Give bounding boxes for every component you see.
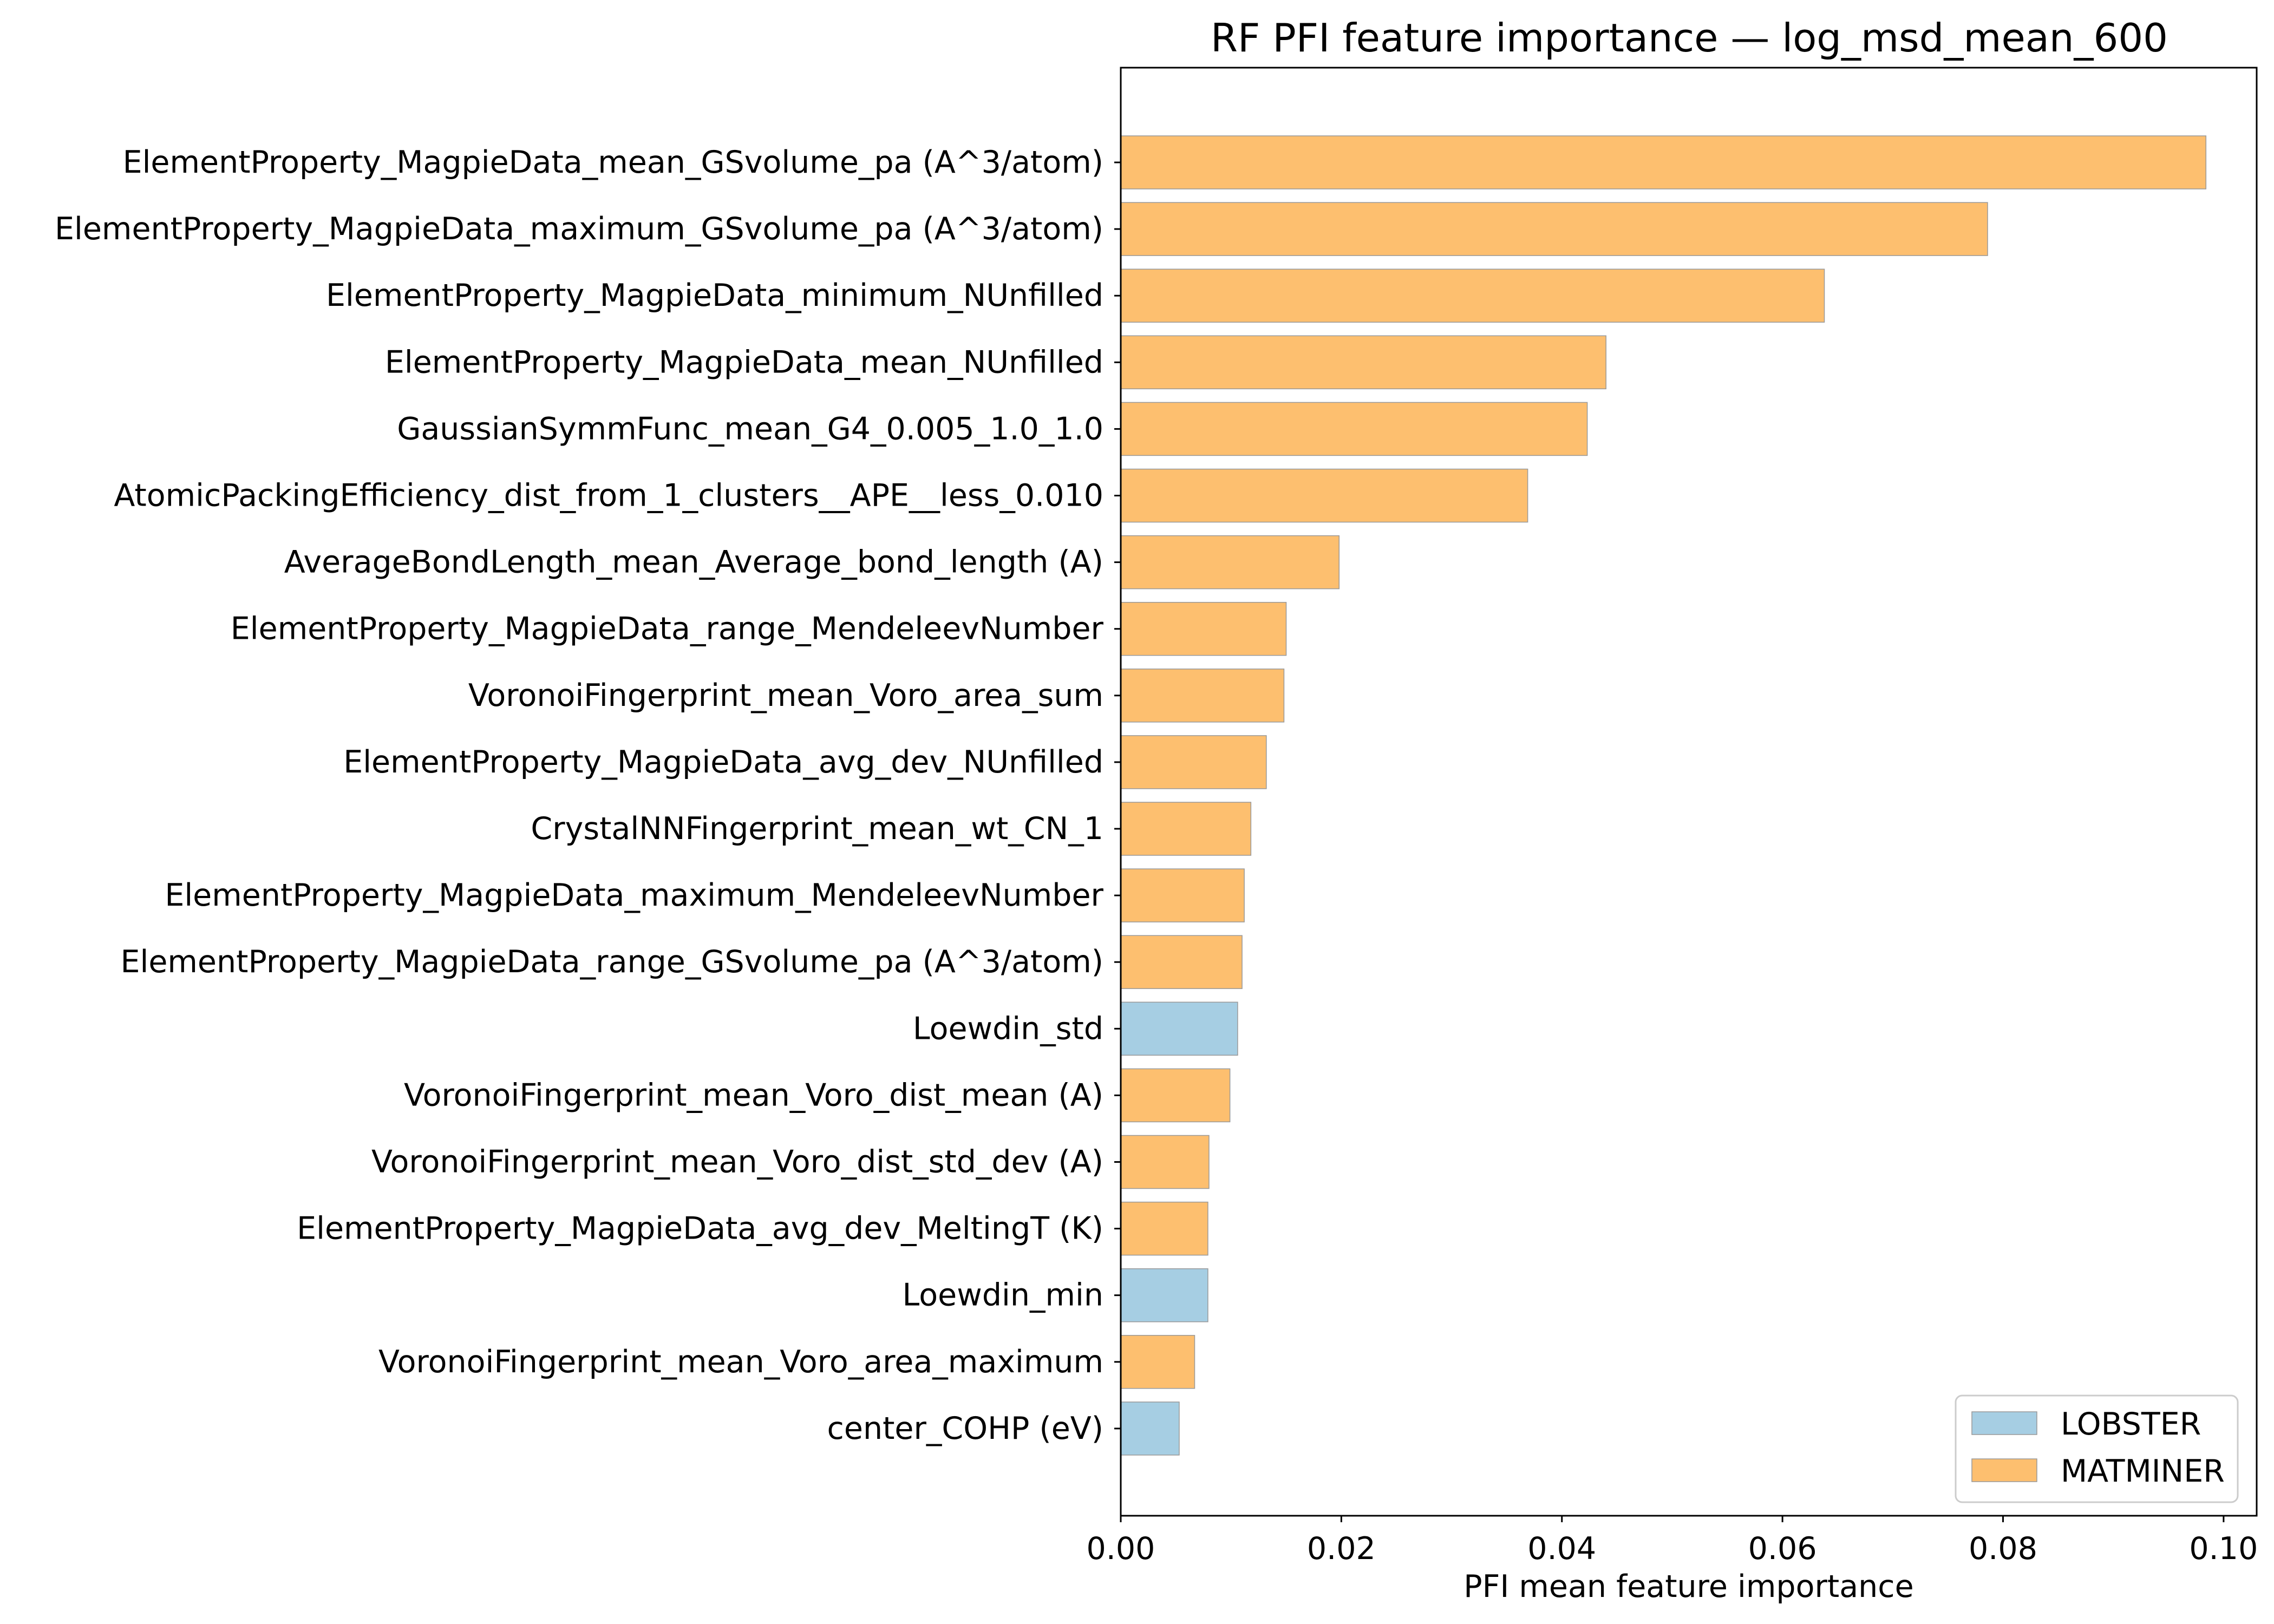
bar-elementproperty-magpiedata-minimum-nunfilled: [1120, 269, 1825, 323]
bar-crystalnnfingerprint-mean-wt-cn-1: [1120, 802, 1252, 856]
y-tick-label: ElementProperty_MagpieData_range_GSvolum…: [120, 944, 1103, 980]
bar-loewdin-min: [1120, 1268, 1208, 1322]
y-tick-label: ElementProperty_MagpieData_maximum_GSvol…: [55, 211, 1103, 247]
bar-elementproperty-magpiedata-avg-dev-meltingt-k: [1120, 1201, 1208, 1256]
x-tick-label: 0.00: [1087, 1531, 1155, 1567]
y-tick-label: ElementProperty_MagpieData_range_Mendele…: [231, 611, 1104, 647]
chart-title: RF PFI feature importance — log_msd_mean…: [1211, 15, 2168, 61]
bar-elementproperty-magpiedata-mean-gsvolume-pa-a-3-atom: [1120, 135, 2207, 189]
bar-gaussiansymmfunc-mean-g4-0-005-1-0-1-0: [1120, 402, 1588, 456]
x-tick-label: 0.02: [1307, 1531, 1376, 1567]
plot-frame: [1120, 67, 2258, 1517]
y-tick-label: center_COHP (eV): [827, 1411, 1103, 1446]
axes-layer: [1120, 67, 2258, 1517]
y-tick-label: ElementProperty_MagpieData_avg_dev_Melti…: [297, 1211, 1103, 1247]
bar-atomicpackingefficiency-dist-from-1-clusters-ape-less-0-010: [1120, 468, 1528, 523]
y-tick-label: ElementProperty_MagpieData_mean_NUnfille…: [385, 344, 1103, 380]
bar-voronoifingerprint-mean-voro-area-maximum: [1120, 1335, 1195, 1389]
y-tick-label: ElementProperty_MagpieData_maximum_Mende…: [165, 878, 1103, 913]
bar-averagebondlength-mean-average-bond-length-a: [1120, 535, 1340, 590]
bar-elementproperty-magpiedata-maximum-gsvolume-pa-a-3-atom: [1120, 202, 1988, 256]
bar-elementproperty-magpiedata-avg-dev-nunfilled: [1120, 735, 1267, 789]
y-tick-label: AverageBondLength_mean_Average_bond_leng…: [284, 545, 1103, 580]
bars-layer: ElementProperty_MagpieData_mean_GSvolume…: [55, 135, 2207, 1456]
legend-label-lobster: LOBSTER: [2061, 1406, 2201, 1442]
bar-elementproperty-magpiedata-mean-nunfilled: [1120, 335, 1606, 390]
legend: LOBSTER MATMINER: [1955, 1394, 2239, 1503]
x-tick-label: 0.10: [2189, 1531, 2258, 1567]
y-tick-label: ElementProperty_MagpieData_mean_GSvolume…: [123, 145, 1103, 180]
x-tick-label: 0.04: [1527, 1531, 1596, 1567]
bar-voronoifingerprint-mean-voro-dist-mean-a: [1120, 1068, 1231, 1123]
bar-elementproperty-magpiedata-range-mendeleevnumber: [1120, 601, 1287, 656]
x-tick-label: 0.06: [1748, 1531, 1817, 1567]
y-tick-label: Loewdin_std: [913, 1011, 1103, 1046]
bar-center-cohp-ev: [1120, 1402, 1180, 1456]
y-tick-label: ElementProperty_MagpieData_minimum_NUnfi…: [326, 278, 1103, 313]
bar-voronoifingerprint-mean-voro-area-sum: [1120, 669, 1285, 723]
bar-loewdin-std: [1120, 1001, 1238, 1056]
legend-label-matminer: MATMINER: [2061, 1453, 2225, 1489]
bar-voronoifingerprint-mean-voro-dist-std-dev-a: [1120, 1135, 1210, 1189]
y-tick-label: CrystalNNFingerprint_mean_wt_CN_1: [531, 811, 1103, 847]
legend-swatch-lobster: [1971, 1411, 2037, 1435]
y-tick-label: VoronoiFingerprint_mean_Voro_area_maximu…: [378, 1344, 1103, 1380]
y-tick-label: VoronoiFingerprint_mean_Voro_dist_mean (…: [404, 1077, 1103, 1113]
y-tick-label: GaussianSymmFunc_mean_G4_0.005_1.0_1.0: [397, 411, 1103, 447]
legend-swatch-matminer: [1971, 1458, 2037, 1482]
y-tick-label: VoronoiFingerprint_mean_Voro_dist_std_de…: [371, 1144, 1103, 1180]
y-tick-label: VoronoiFingerprint_mean_Voro_area_sum: [468, 678, 1103, 713]
x-axis-label: PFI mean feature importance: [1463, 1569, 1913, 1605]
ticks-layer: 0.00 0.02 0.04 0.06 0.08 0.10: [1087, 1516, 2258, 1567]
bar-elementproperty-magpiedata-range-gsvolume-pa-a-3-atom: [1120, 935, 1243, 989]
y-tick-label: ElementProperty_MagpieData_avg_dev_NUnfi…: [343, 744, 1103, 780]
y-tick-label: AtomicPackingEfficiency_dist_from_1_clus…: [114, 478, 1103, 514]
bar-elementproperty-magpiedata-maximum-mendeleevnumber: [1120, 868, 1245, 922]
x-tick-label: 0.08: [1969, 1531, 2037, 1567]
y-tick-label: Loewdin_min: [903, 1278, 1103, 1313]
